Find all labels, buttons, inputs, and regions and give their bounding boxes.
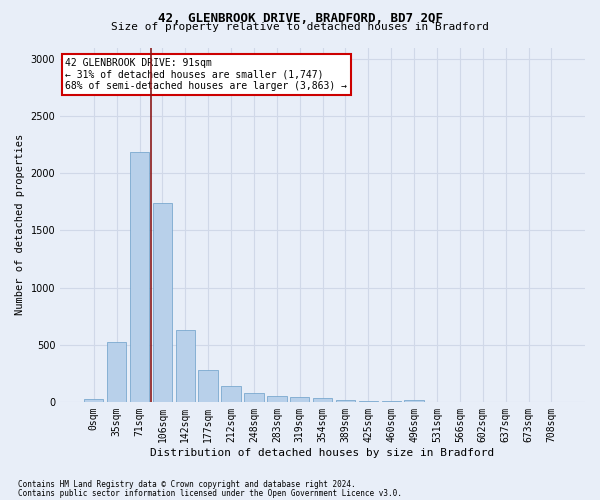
Bar [221,386,241,402]
Bar [152,203,172,402]
Y-axis label: Number of detached properties: Number of detached properties [15,134,25,316]
Bar [107,342,127,402]
Bar [244,394,263,402]
Text: 42 GLENBROOK DRIVE: 91sqm
← 31% of detached houses are smaller (1,747)
68% of se: 42 GLENBROOK DRIVE: 91sqm ← 31% of detac… [65,58,347,92]
Text: Size of property relative to detached houses in Bradford: Size of property relative to detached ho… [111,22,489,32]
Text: Contains public sector information licensed under the Open Government Licence v3: Contains public sector information licen… [18,488,402,498]
Bar [290,398,310,402]
X-axis label: Distribution of detached houses by size in Bradford: Distribution of detached houses by size … [151,448,495,458]
Bar [359,400,378,402]
Bar [267,396,287,402]
Text: 42, GLENBROOK DRIVE, BRADFORD, BD7 2QF: 42, GLENBROOK DRIVE, BRADFORD, BD7 2QF [157,12,443,26]
Bar [130,152,149,402]
Bar [176,330,195,402]
Bar [404,400,424,402]
Bar [313,398,332,402]
Bar [336,400,355,402]
Text: Contains HM Land Registry data © Crown copyright and database right 2024.: Contains HM Land Registry data © Crown c… [18,480,356,489]
Bar [199,370,218,402]
Bar [84,399,103,402]
